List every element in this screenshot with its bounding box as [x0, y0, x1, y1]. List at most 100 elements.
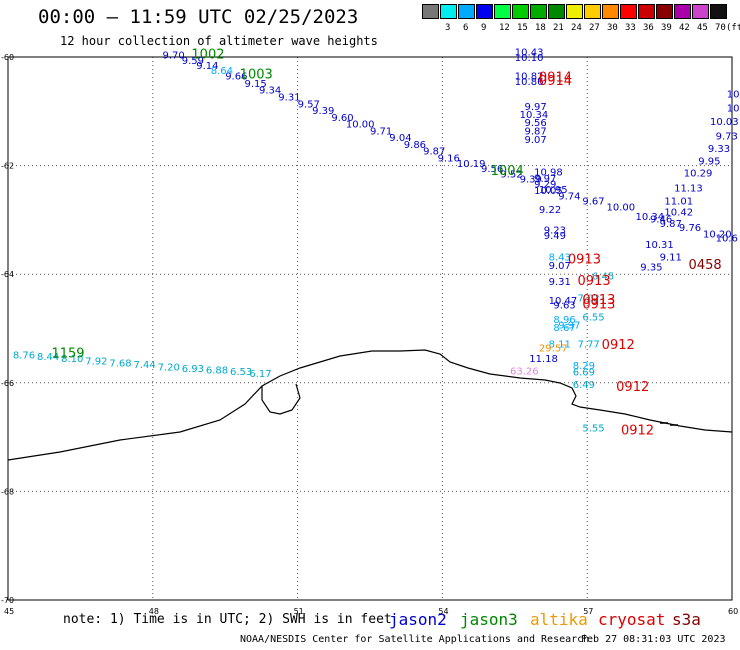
scale-swatch — [458, 4, 475, 19]
wave-height-value: 6.49 — [573, 380, 595, 391]
wave-height-value: 9.66 — [225, 71, 247, 82]
wave-height-value: 29.57 — [539, 343, 568, 354]
wave-height-value: 10.10 — [515, 53, 544, 64]
wave-height-value: 9.46 — [650, 215, 672, 226]
observations-layer: 8.76 8.44 8.10 7.92 7.68 7.44 7.20 6.93 6.88 6.53… — [13, 47, 740, 434]
longitude-tick-label: 51 — [294, 607, 304, 616]
wave-height-value: 10.03 — [710, 117, 739, 128]
scale-label: 3 — [445, 23, 451, 33]
wave-height-value: 9.56 — [481, 164, 503, 175]
wave-height-value: 9.23 — [544, 225, 566, 236]
scale-label: 27 — [589, 23, 600, 33]
longitude-tick-label: 45 — [4, 607, 14, 616]
generated-timestamp: Feb 27 08:31:03 UTC 2023 — [581, 634, 726, 645]
wave-height-value: 9.63 — [553, 300, 575, 311]
wave-height-value: 10.31 — [645, 240, 674, 251]
pass-time-label: 0914 — [539, 74, 572, 89]
wave-height-value: 11.13 — [674, 184, 703, 195]
wave-height-value: 6.53 — [230, 367, 252, 378]
scale-swatch — [476, 4, 493, 19]
pass-time-label: 1004 — [491, 164, 524, 179]
wave-height-value: 10.43 — [515, 47, 544, 58]
scale-label: 39 — [661, 23, 672, 33]
scale-label: 15 — [517, 23, 528, 33]
scale-label: 33 — [625, 23, 636, 33]
wave-height-value: 10.86 — [515, 77, 544, 88]
wave-height-value: 8.44 — [37, 352, 59, 363]
wave-height-value: 6.17 — [249, 369, 271, 380]
scale-swatch — [530, 4, 547, 19]
wave-height-value: 7.92 — [85, 356, 107, 367]
scale-swatch — [674, 4, 691, 19]
longitude-tick-label: 48 — [149, 607, 159, 616]
wave-height-value: 9.87 — [423, 147, 445, 158]
pass-time-label: 1002 — [191, 48, 224, 63]
wave-height-value: 7.20 — [158, 362, 180, 373]
longitude-tick-label: 60 — [728, 607, 738, 616]
wave-height-value: 7.02 — [578, 293, 600, 304]
scale-label: 30 — [607, 23, 618, 33]
wave-height-value: 9.73 — [716, 132, 738, 143]
map-frame — [7, 56, 733, 601]
graticule — [8, 57, 732, 600]
scale-swatch — [440, 4, 457, 19]
pass-time-label: 0913 — [578, 274, 611, 289]
wave-height-value: 8.67 — [553, 323, 575, 334]
wave-height-value: 9.87 — [660, 219, 682, 230]
wave-height-value: 8.76 — [13, 350, 35, 361]
wave-height-value: 9.16 — [438, 153, 460, 164]
wave-height-value: 8.29 — [573, 361, 595, 372]
wave-height-value: 11.18 — [529, 354, 558, 365]
pass-time-label: 0912 — [602, 338, 635, 353]
wave-height-value: 8.11 — [549, 340, 571, 351]
wave-height-value: 6.69 — [573, 368, 595, 379]
wave-height-value: 9.60 — [331, 113, 353, 124]
longitude-tick-label: 57 — [583, 607, 593, 616]
wave-height-value: 10.34 — [520, 110, 549, 121]
wave-height-value: 9.33 — [708, 144, 730, 155]
wave-height-value: 9.95 — [698, 157, 720, 168]
wave-height-value: 9.07 — [549, 261, 571, 272]
wave-height-value: 9.14 — [196, 61, 218, 72]
wave-height-value: 9.15 — [245, 79, 267, 90]
wave-height-value: 9.87 — [524, 127, 546, 138]
wave-height-value: 10.05 — [534, 186, 563, 197]
pass-time-label: 0912 — [621, 423, 654, 438]
wave-height-value: 10.00 — [607, 203, 636, 214]
wave-height-value: 9.56 — [524, 118, 546, 129]
wave-height-value: 10.19 — [457, 159, 486, 170]
antarctic-coastline — [7, 349, 733, 461]
wave-height-value: 9.67 — [582, 197, 604, 208]
wave-height-value: 9.34 — [259, 85, 281, 96]
legend-s3a: s3a — [672, 610, 701, 629]
longitude-tick-label: 54 — [438, 607, 448, 616]
scale-label: 42 — [679, 23, 690, 33]
scale-swatch — [620, 4, 637, 19]
wave-height-value: 9.31 — [549, 277, 571, 288]
wave-height-value: 9.59 — [182, 56, 204, 67]
wave-height-value: 9.52 — [500, 170, 522, 181]
wave-height-value: 9.74 — [558, 191, 580, 202]
scale-label: 9 — [481, 23, 487, 33]
scale-label: 24 — [571, 23, 582, 33]
pass-time-label: 0458 — [689, 258, 722, 273]
scale-swatch — [710, 4, 727, 19]
wave-height-value: 10.00 — [346, 120, 375, 131]
wave-height-value: 7.44 — [133, 360, 155, 371]
map-subtitle: 12 hour collection of altimeter wave hei… — [60, 34, 378, 48]
scale-swatch — [602, 4, 619, 19]
wave-height-value: 8.64 — [211, 66, 233, 77]
wave-height-value: 10.20 — [703, 229, 732, 240]
wave-height-value: 9.97 — [558, 321, 580, 332]
wave-height-value: 10.82 — [515, 71, 544, 82]
scale-label: 6 — [463, 23, 469, 33]
coastline-main — [7, 349, 733, 461]
scale-label: 36 — [643, 23, 654, 33]
wave-height-value: 10 — [727, 103, 740, 114]
scale-swatch — [692, 4, 709, 19]
map-title: 00:00 – 11:59 UTC 02/25/2023 — [38, 6, 359, 28]
wave-height-value: 9.04 — [389, 133, 411, 144]
wave-height-value: 10.29 — [684, 168, 713, 179]
scale-label: 45 — [697, 23, 708, 33]
